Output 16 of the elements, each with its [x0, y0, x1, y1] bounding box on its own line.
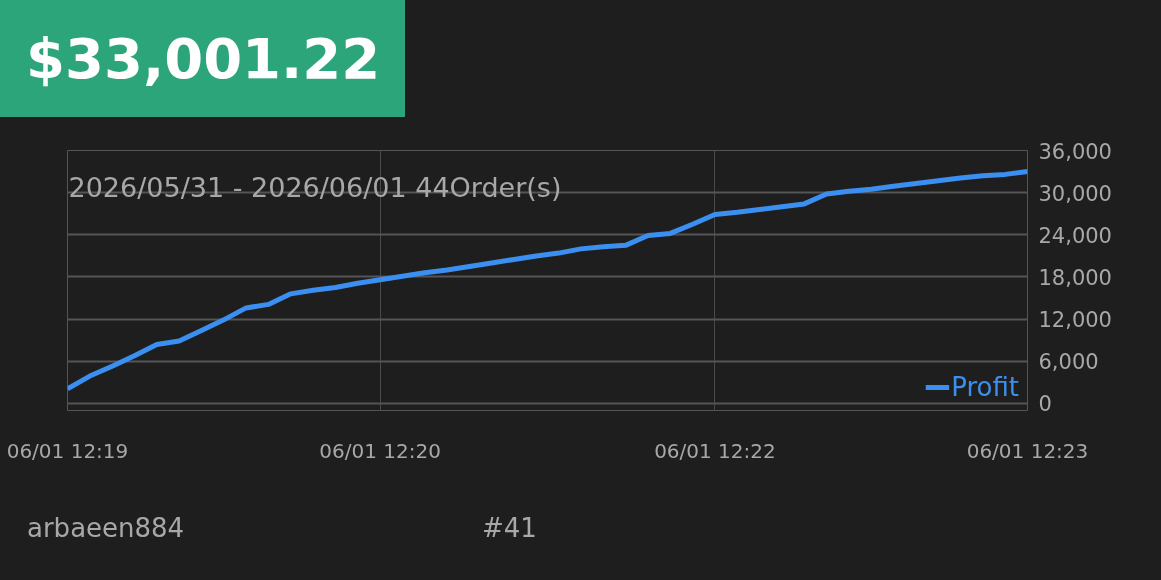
text: arbaeen884 — [27, 512, 185, 545]
x-tick-label: 06/01 12:20 — [319, 438, 441, 463]
y-tick-label: 0 — [1038, 392, 1052, 417]
y-tick-label: 30,000 — [1038, 181, 1112, 206]
y-tick-label: 18,000 — [1038, 265, 1112, 290]
x-tick-label: 06/01 12:23 — [966, 438, 1089, 463]
x-tick-label: 06/01 12:22 — [654, 438, 776, 463]
y-tick-label: 36,000 — [1038, 139, 1112, 164]
x-tick-label: 06/01 12:19 — [6, 438, 129, 463]
annotation: 2026/05/31 - 2026/06/01 44Order(s) — [68, 171, 562, 203]
y-tick-label: 6,000 — [1038, 350, 1099, 375]
y-tick-label: 24,000 — [1038, 223, 1112, 248]
legend-label: Profit — [951, 372, 1019, 402]
text: #41 — [482, 512, 537, 545]
y-tick-label: 12,000 — [1038, 308, 1112, 333]
chart-title: $33,001.22 — [26, 24, 381, 93]
